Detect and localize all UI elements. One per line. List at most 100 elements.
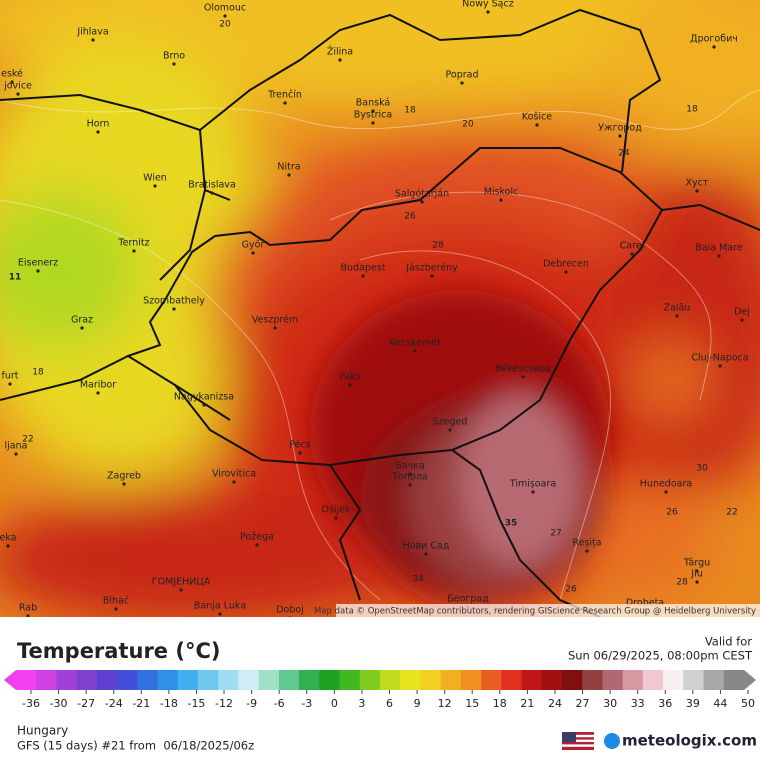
colorbar-swatch (278, 670, 300, 690)
colorbar-swatch (198, 670, 219, 690)
city-dot (630, 252, 634, 256)
city-label: Budapest (341, 263, 386, 274)
city-label: Bihać (103, 596, 129, 607)
contour-labels: 20 18 20 18 24 26 28 11 18 22 35 34 27 26 28 30 22 26 (9, 20, 738, 595)
city-label: furt (2, 371, 19, 382)
tick-label: 39 (686, 697, 700, 710)
city-dot (348, 383, 352, 387)
city-label: Miskolc (484, 187, 519, 198)
city-dot (371, 121, 375, 125)
city-label: Dej (734, 307, 750, 318)
colorbar-swatch (339, 670, 361, 690)
tick-label: -30 (50, 697, 68, 710)
city-dot (460, 81, 464, 85)
city-dot (712, 45, 716, 49)
city-dot (430, 274, 434, 278)
colorbar-swatch (56, 670, 78, 690)
city-dot (486, 10, 490, 14)
contour-label: 26 (565, 585, 577, 595)
map: Olomouc Jihlava Brno Žilina Poprad Nowy Sącz Д… (0, 0, 760, 617)
tick-label: 21 (520, 697, 534, 710)
tick-label: -36 (22, 697, 40, 710)
tick-label: -6 (274, 697, 285, 710)
colorbar-swatch (157, 670, 179, 690)
city-dot (424, 552, 428, 556)
city-dot (172, 62, 176, 66)
city-dot (531, 490, 535, 494)
city-label: Eisenerz (18, 258, 58, 269)
colorbar-arrow (4, 670, 16, 690)
city-label: Нови Сад (403, 541, 450, 552)
city-label: Olomouc (204, 3, 246, 14)
city-label: Timișoara (509, 479, 556, 490)
contour-label: 22 (726, 508, 737, 518)
city-dot (223, 14, 227, 18)
city-label: Osijek (321, 505, 351, 516)
tick-label: -9 (246, 697, 257, 710)
city-label: Kecskemét (389, 338, 441, 349)
legend-title: Temperature (°C) (17, 639, 220, 663)
colorbar-swatch (642, 670, 664, 690)
city-label: Banská (356, 98, 390, 109)
city-dot (202, 403, 206, 407)
city-label: Bratislava (188, 180, 235, 191)
city-label: Дрогобич (690, 34, 738, 45)
city-dot (420, 200, 424, 204)
city-label: eské (1, 69, 23, 80)
city-dot (283, 101, 287, 105)
city-label: ljana (5, 441, 28, 452)
city-labels: Olomouc Jihlava Brno Žilina Poprad Nowy Sącz Д… (0, 0, 750, 617)
city-dot (288, 616, 292, 617)
contour-label: 28 (432, 241, 444, 251)
city-dot (448, 428, 452, 432)
colorbar-swatch (582, 670, 603, 690)
tick-label: -27 (77, 697, 95, 710)
city-dot (408, 472, 412, 476)
city-dot (251, 251, 255, 255)
colorbar-swatch (481, 670, 502, 690)
region: Hungary (17, 724, 68, 738)
city-dot (499, 198, 503, 202)
contour-label: 24 (618, 149, 630, 159)
city-label: Poprad (446, 70, 479, 81)
colorbar-swatch (177, 670, 199, 690)
colorbar-swatch (258, 670, 280, 690)
tick-label: -3 (301, 697, 312, 710)
city-dot (153, 184, 157, 188)
tick-label: 50 (741, 697, 755, 710)
city-dot (36, 269, 40, 273)
city-label: Хуст (686, 178, 709, 189)
contour-label: 18 (404, 106, 416, 116)
tick-label: 33 (631, 697, 645, 710)
valid-label: Valid for (705, 635, 752, 649)
flag (562, 732, 594, 750)
tick-label: 0 (331, 697, 338, 710)
city-dot (371, 109, 375, 113)
city-label: Ужгород (598, 123, 642, 134)
city-dot (521, 375, 525, 379)
city-label: Nagykanizsa (174, 392, 234, 403)
city-label: Graz (71, 315, 93, 326)
city-dot (695, 569, 699, 573)
city-dot (535, 123, 539, 127)
colorbar-swatch (16, 670, 37, 690)
city-dot (298, 451, 302, 455)
tick-label: 44 (713, 697, 727, 710)
city-label: Бачка (395, 461, 425, 472)
colorbar-swatch (622, 670, 644, 690)
brand[interactable]: meteologix.com (622, 732, 757, 750)
city-label: Doboj (276, 605, 304, 616)
colorbar-swatch (460, 670, 482, 690)
city-label: Maribor (80, 380, 116, 391)
city-label: Jihlava (76, 27, 108, 38)
city-dot (564, 270, 568, 274)
colorbar (4, 670, 756, 690)
tick-label: 27 (576, 697, 590, 710)
colorbar-swatch (36, 670, 57, 690)
city-label: Zagreb (107, 471, 141, 482)
city-label: Târgu (683, 558, 710, 569)
colorbar-arrow (744, 670, 756, 690)
contour-label: 18 (32, 368, 44, 378)
borders (0, 8, 760, 617)
